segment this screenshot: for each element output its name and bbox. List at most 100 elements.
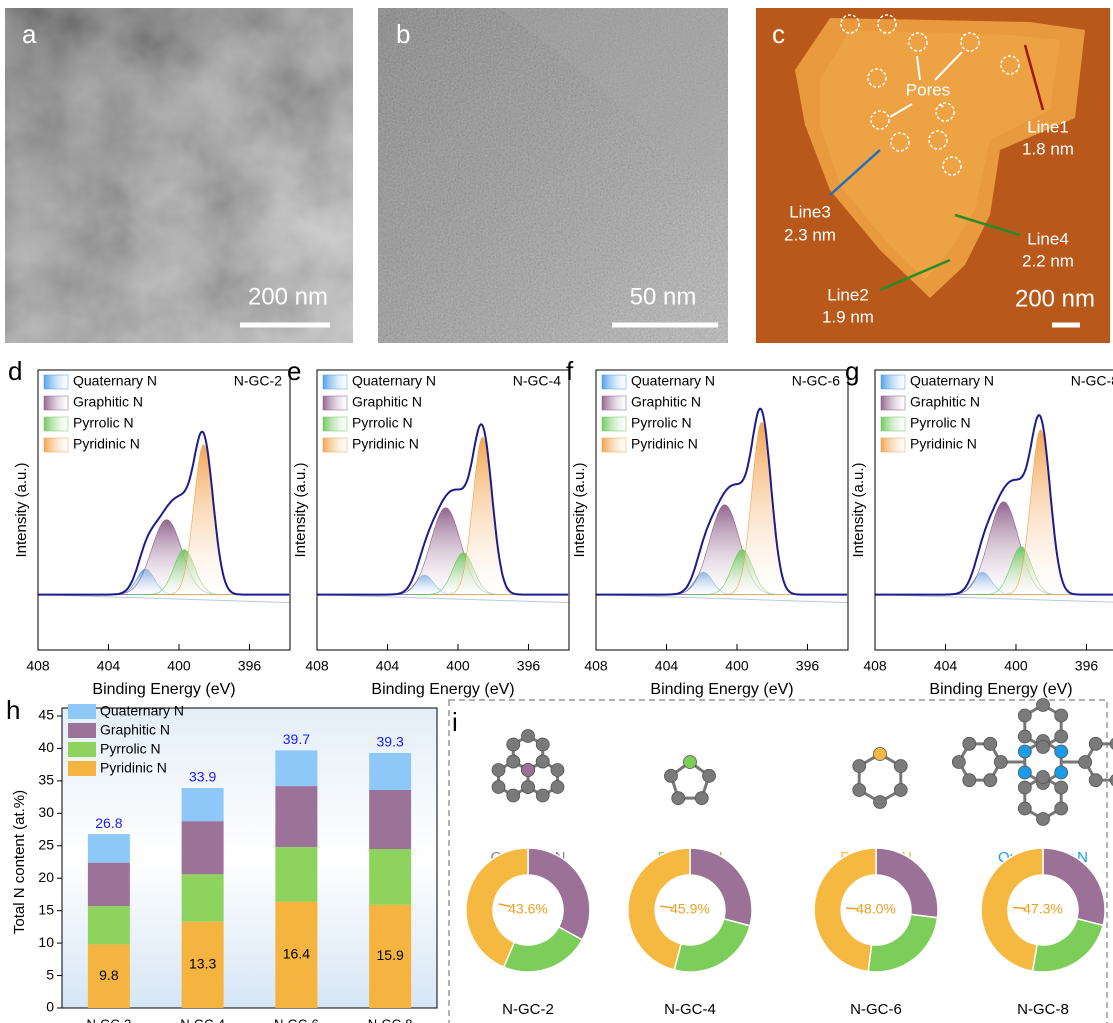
legend-label: Quaternary N	[100, 703, 184, 719]
atom	[1054, 765, 1069, 780]
y-tick-label: 10	[38, 934, 54, 950]
x-tick-label: N-GC-8	[368, 1016, 413, 1023]
legend-swatch	[880, 437, 906, 453]
sample-name: N-GC-4	[664, 1001, 716, 1018]
atom	[1017, 744, 1032, 759]
atom	[521, 780, 535, 794]
atom	[1017, 801, 1032, 816]
legend-swatch	[322, 437, 348, 453]
x-tick-label: 404	[655, 658, 679, 674]
legend-swatch	[880, 416, 906, 432]
legend-label: Pyridinic N	[910, 436, 977, 452]
legend-swatch	[68, 761, 96, 776]
line-name: Line3	[789, 202, 831, 221]
y-tick-label: 40	[38, 739, 54, 755]
panel-label: c	[772, 19, 785, 49]
bar-segment	[181, 874, 224, 922]
donut-value-label: 48.0%	[856, 901, 896, 917]
atom	[962, 736, 977, 751]
atom	[535, 737, 550, 752]
donut-segment	[813, 847, 877, 973]
x-tick-label: 408	[26, 658, 50, 674]
legend-label: Pyridinic N	[631, 436, 698, 452]
atom	[983, 736, 998, 751]
atom	[664, 768, 678, 783]
x-tick-label: N-GC-2	[86, 1016, 131, 1023]
sample-name: N-GC-4	[513, 373, 561, 389]
atom	[535, 788, 550, 803]
plot-frame	[595, 369, 849, 651]
legend-label: Graphitic N	[100, 722, 170, 738]
atom	[1036, 698, 1050, 712]
y-tick-label: 30	[38, 804, 54, 820]
y-axis-label: Intensity (a.u.)	[850, 462, 867, 557]
bar-segment	[275, 786, 318, 848]
atom	[1017, 708, 1032, 723]
atom	[683, 755, 697, 769]
tem-image-a	[5, 8, 353, 343]
legend-swatch	[880, 374, 906, 390]
data-label: 15.9	[377, 947, 404, 963]
sample-name: N-GC-6	[850, 1001, 902, 1018]
bond-ring	[857, 752, 903, 804]
legend-label: Pyridinic N	[352, 436, 419, 452]
panel-label: f	[566, 356, 574, 386]
x-tick-label: 400	[446, 658, 470, 674]
donut-value-label: 47.3%	[1023, 901, 1063, 917]
legend-swatch	[601, 416, 627, 432]
legend-label: Quaternary N	[910, 373, 994, 389]
atom	[491, 780, 506, 794]
donut-segment	[867, 913, 939, 973]
baseline	[595, 594, 849, 604]
atom	[1088, 773, 1103, 788]
legend-swatch	[43, 374, 69, 390]
bar-segment	[275, 750, 318, 787]
x-tick-label: 408	[863, 658, 887, 674]
legend-label: Pyrrolic N	[910, 415, 971, 431]
x-tick-label: 400	[1004, 658, 1028, 674]
scale-bar-label: 200 nm	[248, 283, 328, 310]
donut-segment	[673, 917, 751, 973]
envelope	[596, 407, 848, 596]
atom	[671, 791, 686, 806]
bar-segment	[87, 944, 130, 1008]
sample-name: N-GC-8	[1017, 1001, 1069, 1018]
panel-label: h	[6, 695, 20, 725]
bar-segment	[181, 788, 224, 822]
plot-frame	[37, 369, 291, 651]
bar-segment	[87, 834, 130, 863]
legend-swatch	[322, 374, 348, 390]
bar-segment	[181, 821, 224, 875]
envelope	[38, 430, 290, 596]
x-tick-label: 396	[796, 658, 820, 674]
donut-segment	[502, 925, 584, 973]
tem-image-b	[378, 8, 728, 343]
line-height: 1.9 nm	[822, 307, 874, 326]
atom	[702, 768, 716, 783]
x-tick-label: 404	[97, 658, 121, 674]
atom	[852, 759, 867, 773]
x-axis-label: Binding Energy (eV)	[929, 681, 1072, 698]
x-tick-label: 400	[725, 658, 749, 674]
legend-swatch	[601, 395, 627, 411]
y-axis-label: Total N content (at.%)	[11, 790, 28, 934]
y-tick-label: 0	[46, 999, 54, 1015]
atom	[506, 788, 521, 803]
total-label: 39.3	[377, 734, 404, 750]
bar-segment	[369, 789, 412, 850]
total-label: 26.8	[95, 815, 122, 831]
panel-label: g	[845, 356, 859, 386]
legend-label: Quaternary N	[73, 373, 157, 389]
total-label: 33.9	[189, 769, 216, 785]
panel-label: a	[22, 19, 37, 49]
donut-segment	[689, 847, 753, 927]
y-axis-label: Intensity (a.u.)	[292, 462, 309, 557]
legend-swatch	[601, 437, 627, 453]
legend-label: Pyrrolic N	[73, 415, 134, 431]
sample-name: N-GC-2	[502, 1001, 554, 1018]
y-axis-label: Intensity (a.u.)	[571, 462, 588, 557]
bar-segment	[275, 847, 318, 902]
legend-label: Graphitic N	[73, 394, 143, 410]
